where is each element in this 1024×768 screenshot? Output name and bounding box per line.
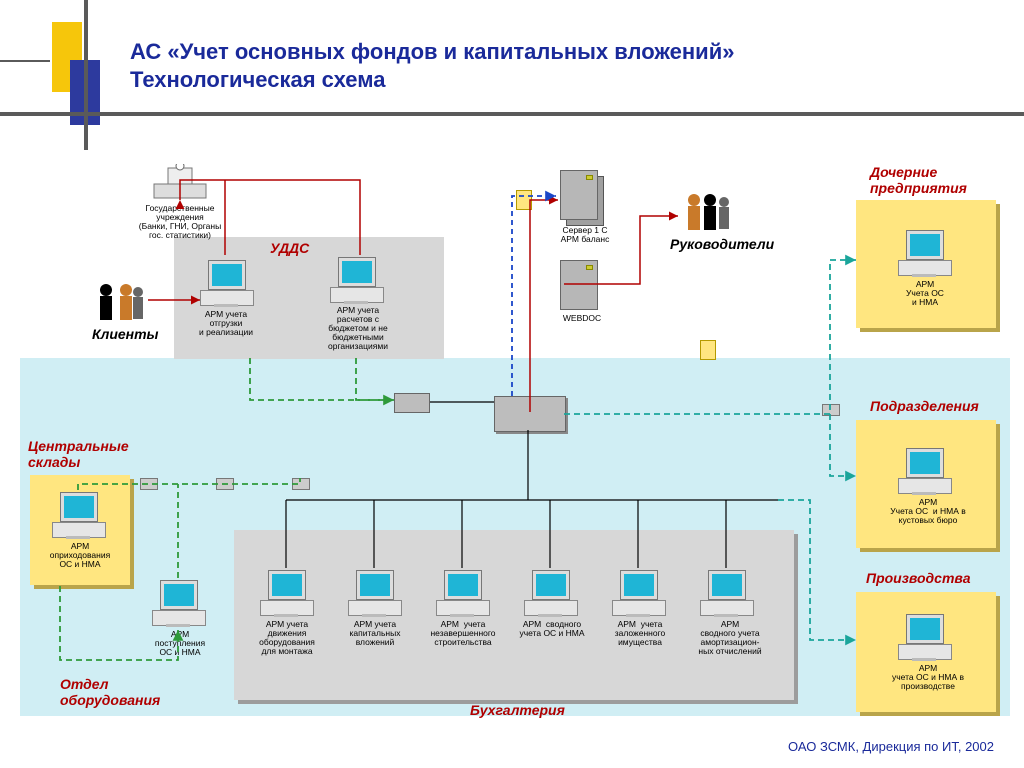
server-webdoc-label: WEBDOC — [552, 314, 612, 323]
computer-arm-inflow — [52, 492, 104, 540]
label-udds: УДДС — [270, 240, 309, 256]
net-device-2 — [216, 478, 234, 490]
computer-arm-pledge — [612, 570, 664, 618]
label-central-wh: Центральные склады — [28, 438, 129, 470]
computer-arm-ship — [200, 260, 252, 308]
hub-main-icon — [494, 396, 566, 432]
arm-ship-label: АРМ учета отгрузки и реализации — [184, 310, 268, 337]
arm-summary-label: АРМ сводного учета ОС и НМА — [506, 620, 598, 638]
title-line1: АС «Учет основных фондов и капитальных в… — [130, 38, 734, 66]
arm-sub-os-label: АРМ Учета ОС и НМА — [880, 280, 970, 307]
arm-budget-label: АРМ учета расчетов с бюджетом и не бюдже… — [308, 306, 408, 351]
computer-arm-amort — [700, 570, 752, 618]
computer-arm-receipt — [152, 580, 204, 628]
arm-inflow-label: АРМ оприходования ОС и НМА — [34, 542, 126, 569]
label-clients: Клиенты — [92, 326, 159, 342]
label-accounting: Бухгалтерия — [470, 702, 565, 718]
arm-bush-label: АРМ Учета ОС и НМА в кустовых бюро — [868, 498, 988, 525]
label-subdivisions: Подразделения — [870, 398, 979, 414]
net-device-4 — [822, 404, 840, 416]
arm-pledge-label: АРМ учета заложенного имущества — [594, 620, 686, 647]
gov-label: Государственные учреждения (Банки, ГНИ, … — [120, 204, 240, 240]
computer-arm-bush — [898, 448, 950, 496]
arm-capex-label: АРМ учета капитальных вложений — [330, 620, 420, 647]
server-1c — [560, 170, 600, 222]
title-line2: Технологическая схема — [130, 66, 734, 94]
arm-receipt-label: АРМ поступления ОС и НМА — [136, 630, 224, 657]
doc-icon-2 — [700, 340, 716, 360]
computer-arm-capex — [348, 570, 400, 618]
net-device-1 — [140, 478, 158, 490]
computer-arm-constr — [436, 570, 488, 618]
net-device-3 — [292, 478, 310, 490]
hub1-icon — [394, 393, 430, 413]
gov-desk-icon — [150, 164, 210, 204]
managers-icon — [680, 192, 736, 238]
page-title: АС «Учет основных фондов и капитальных в… — [130, 38, 734, 93]
arm-move-label: АРМ учета движения оборудования для монт… — [242, 620, 332, 656]
decor-vline — [84, 0, 88, 150]
label-equip-dept: Отдел оборудования — [60, 676, 160, 708]
label-subsidiaries: Дочерние предприятия — [870, 164, 967, 196]
clients-icon — [92, 282, 148, 328]
server-1c-label: Сервер 1 С АРМ баланс — [540, 226, 630, 244]
doc-icon-1 — [516, 190, 532, 210]
footer-text: ОАО ЗСМК, Дирекция по ИТ, 2002 — [788, 739, 994, 754]
computer-arm-move — [260, 570, 312, 618]
server-webdoc — [560, 260, 600, 312]
slide: АС «Учет основных фондов и капитальных в… — [0, 0, 1024, 768]
computer-arm-summary — [524, 570, 576, 618]
label-production: Производства — [866, 570, 970, 586]
decor-hline-short — [0, 60, 50, 62]
computer-arm-prod — [898, 614, 950, 662]
arm-prod-label: АРМ учета ОС и НМА в производстве — [868, 664, 988, 691]
computer-arm-sub-os — [898, 230, 950, 278]
arm-amort-label: АРМ сводного учета амортизацион- ных отч… — [682, 620, 778, 656]
computer-arm-budget — [330, 257, 382, 305]
decor-hline-top — [0, 112, 1024, 116]
label-managers: Руководители — [670, 236, 774, 252]
arm-constr-label: АРМ учета незавершенного строительства — [416, 620, 510, 647]
